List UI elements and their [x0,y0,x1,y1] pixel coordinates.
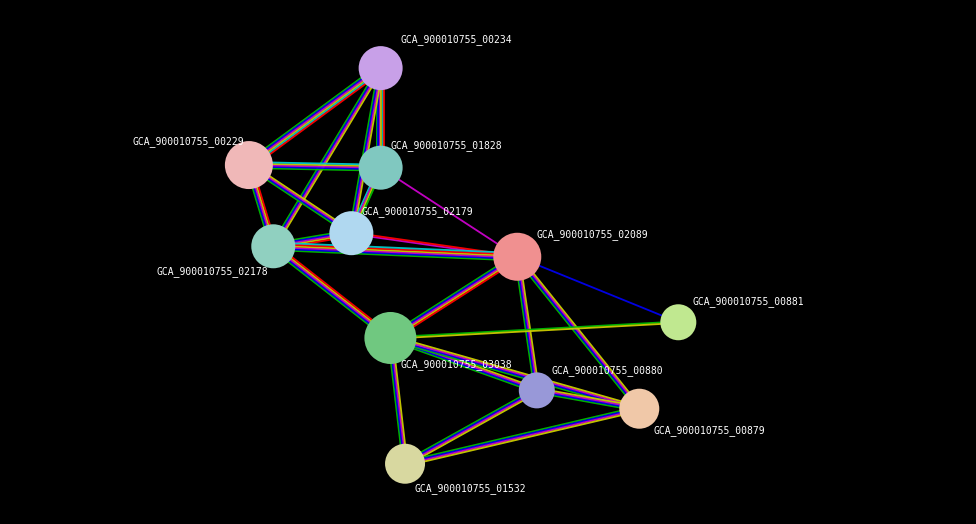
Circle shape [358,146,403,190]
Text: GCA_900010755_01828: GCA_900010755_01828 [390,140,502,151]
Text: GCA_900010755_00229: GCA_900010755_00229 [133,136,244,147]
Circle shape [251,224,296,268]
Circle shape [358,46,403,90]
Text: GCA_900010755_02179: GCA_900010755_02179 [361,206,472,216]
Circle shape [386,444,425,484]
Circle shape [661,304,696,340]
Text: GCA_900010755_02089: GCA_900010755_02089 [537,230,648,240]
Text: GCA_900010755_00880: GCA_900010755_00880 [551,365,663,376]
Circle shape [620,389,659,429]
Circle shape [329,211,374,255]
Text: GCA_900010755_01532: GCA_900010755_01532 [415,484,526,494]
Text: GCA_900010755_00234: GCA_900010755_00234 [400,34,511,45]
Text: GCA_900010755_00881: GCA_900010755_00881 [693,296,804,307]
Text: GCA_900010755_02178: GCA_900010755_02178 [157,266,268,277]
Text: GCA_900010755_00879: GCA_900010755_00879 [654,425,765,436]
Circle shape [224,141,273,189]
Text: GCA_900010755_03038: GCA_900010755_03038 [400,359,511,369]
Circle shape [364,312,417,364]
Circle shape [493,233,542,281]
Circle shape [519,373,554,408]
